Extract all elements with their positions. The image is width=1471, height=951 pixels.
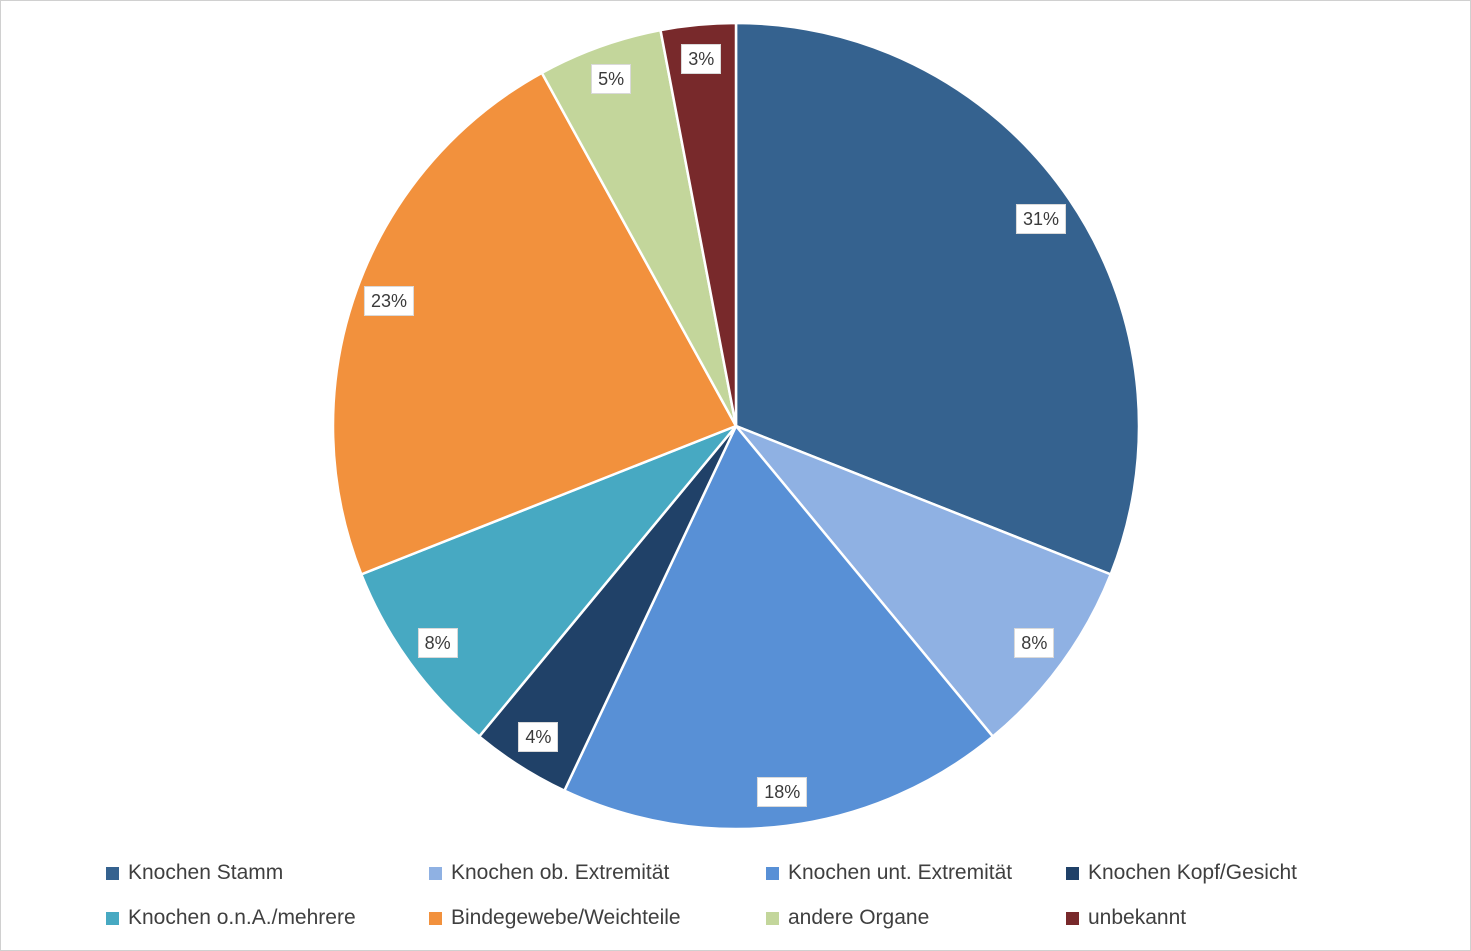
legend-label: Knochen Kopf/Gesicht [1088, 861, 1297, 884]
pie-data-label-3: 4% [518, 722, 559, 753]
legend-swatch-icon [766, 911, 779, 925]
legend-item-0: Knochen Stamm [106, 860, 283, 886]
pie-slice-1 [734, 424, 1112, 738]
pie-data-label-5: 23% [364, 286, 415, 317]
legend-swatch-icon [766, 866, 779, 880]
legend-label: Knochen Stamm [128, 861, 284, 884]
pie-slice-0 [734, 21, 1141, 576]
pie-data-label-7: 3% [681, 43, 722, 74]
legend-item-4: Knochen o.n.A./mehrere [106, 905, 356, 931]
legend-swatch-icon [1066, 911, 1079, 925]
pie-slice-5 [331, 71, 738, 576]
legend-item-1: Knochen ob. Extremität [429, 860, 669, 886]
pie-data-label-1: 8% [1014, 627, 1055, 658]
legend-item-3: Knochen Kopf/Gesicht [1066, 860, 1297, 886]
legend-label: Knochen unt. Extremität [788, 861, 1013, 884]
legend-item-2: Knochen unt. Extremität [766, 860, 1012, 886]
legend-label: Bindegewebe/Weichteile [451, 906, 681, 929]
pie-slice-4 [360, 424, 738, 738]
pie-slice-7 [659, 21, 738, 428]
legend-swatch-icon [429, 911, 442, 925]
legend-label: Knochen ob. Extremität [451, 861, 670, 884]
pie-data-label-6: 5% [591, 64, 632, 95]
legend-label: andere Organe [788, 906, 930, 929]
legend-swatch-icon [106, 911, 119, 925]
legend-item-7: unbekannt [1066, 905, 1186, 931]
legend-label: unbekannt [1088, 906, 1187, 929]
pie-data-label-2: 18% [757, 776, 808, 807]
pie-plot-area: 31% 8% 18% 4% 8% 23% 5% 3% [1, 1, 1470, 846]
legend-label: Knochen o.n.A./mehrere [128, 906, 356, 929]
pie-data-label-0: 31% [1015, 203, 1066, 234]
legend-item-5: Bindegewebe/Weichteile [429, 905, 681, 931]
legend-swatch-icon [429, 866, 442, 880]
legend-item-6: andere Organe [766, 905, 929, 931]
pie-chart [331, 21, 1141, 831]
pie-data-label-4: 8% [417, 627, 458, 658]
legend-swatch-icon [1066, 866, 1079, 880]
pie-slice-2 [563, 424, 995, 831]
chart-legend: Knochen Stamm Knochen ob. Extremität Knoch… [1, 846, 1470, 950]
legend-swatch-icon [106, 866, 119, 880]
